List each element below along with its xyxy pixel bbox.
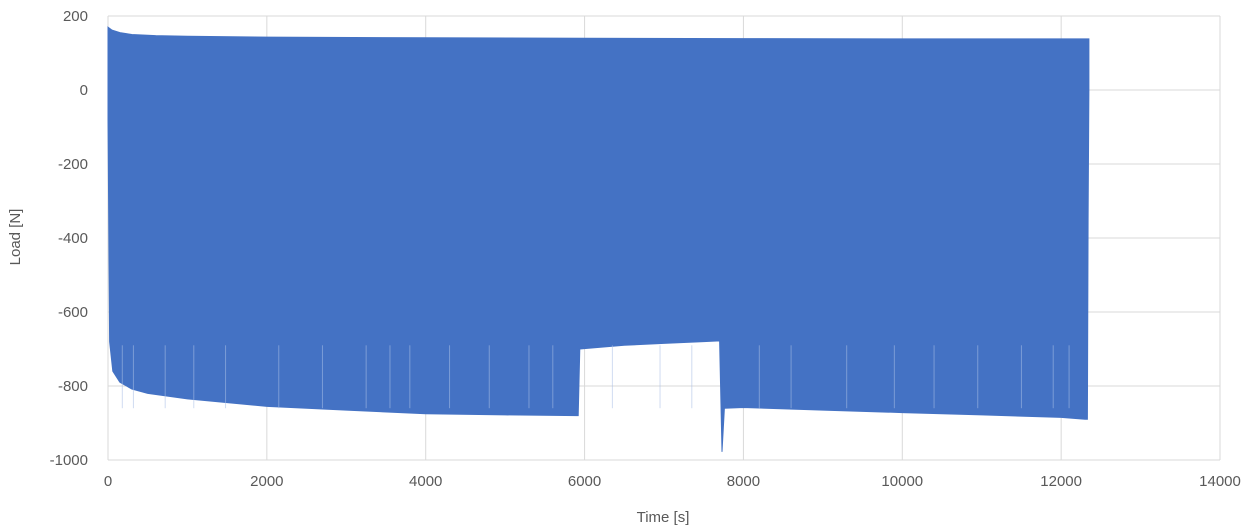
y-tick-label: -600 [58, 304, 88, 321]
load-series-band [107, 26, 1090, 452]
x-tick-label: 2000 [250, 473, 283, 490]
x-tick-label: 14000 [1199, 473, 1241, 490]
x-tick-label: 4000 [409, 473, 442, 490]
y-tick-label: -200 [58, 156, 88, 173]
y-tick-label: -1000 [50, 452, 88, 469]
x-axis-title: Time [s] [637, 509, 690, 526]
y-tick-label: 200 [63, 8, 88, 25]
plot-area [107, 26, 1090, 452]
x-tick-label: 10000 [881, 473, 923, 490]
x-tick-label: 8000 [727, 473, 760, 490]
x-tick-label: 0 [104, 473, 112, 490]
y-tick-label: -400 [58, 230, 88, 247]
x-axis-ticks: 0 2000 4000 6000 8000 10000 12000 14000 [104, 473, 1241, 490]
y-tick-label: -800 [58, 378, 88, 395]
y-tick-label: 0 [80, 82, 88, 99]
y-axis-title: Load [N] [7, 209, 24, 266]
y-axis-ticks: 200 0 -200 -400 -600 -800 -1000 [50, 8, 88, 469]
x-tick-label: 12000 [1040, 473, 1082, 490]
x-tick-label: 6000 [568, 473, 601, 490]
